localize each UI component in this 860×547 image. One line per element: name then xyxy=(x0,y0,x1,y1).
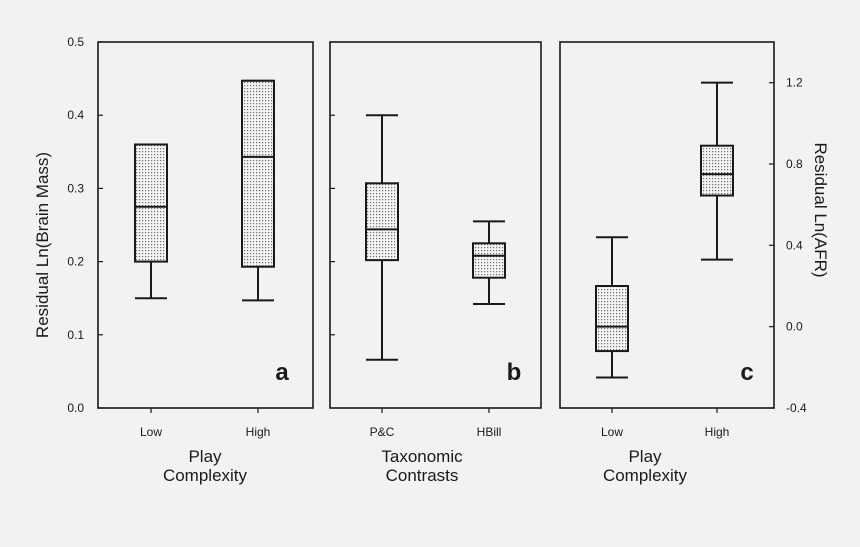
y-tick-label: 0.0 xyxy=(786,320,803,334)
iqr-box xyxy=(595,285,629,353)
x-axis-title: Contrasts xyxy=(386,466,459,485)
x-axis-title: Complexity xyxy=(163,466,248,485)
box-Low xyxy=(595,236,629,379)
y-axis-title: Residual Ln(Brain Mass) xyxy=(33,152,52,338)
panel-a: 0.0 0.1 0.2 0.3 0.4 0.5 Low High a PlayComplexity… xyxy=(33,35,314,485)
x-axis-title: Play xyxy=(628,447,662,466)
x-tick-label: Low xyxy=(601,425,623,439)
y-tick-label: 0.2 xyxy=(67,255,84,269)
y-tick-label: 0.4 xyxy=(786,238,803,252)
iqr-box xyxy=(365,182,399,262)
y-tick-label: 0.8 xyxy=(786,157,803,171)
box-P&C xyxy=(365,114,399,361)
y-tick-label: 0.3 xyxy=(67,181,84,195)
panel-letter: a xyxy=(275,359,289,386)
iqr-box xyxy=(241,79,275,268)
y-tick-label: 0.5 xyxy=(67,35,84,49)
y-tick-label: 0.1 xyxy=(67,328,84,342)
x-tick-label: High xyxy=(246,425,271,439)
y-tick-label: -0.4 xyxy=(786,401,807,415)
panel-letter: c xyxy=(740,359,753,386)
iqr-box xyxy=(134,143,168,263)
x-axis-title: Complexity xyxy=(603,466,688,485)
x-axis-title: Play xyxy=(188,447,222,466)
panel-frame xyxy=(97,41,314,409)
x-axis-title: Taxonomic xyxy=(381,447,463,466)
x-tick-label: Low xyxy=(140,425,162,439)
iqr-box xyxy=(472,242,506,279)
box-High xyxy=(700,81,734,261)
x-tick-label: HBill xyxy=(477,425,502,439)
x-tick-label: P&C xyxy=(370,425,395,439)
panel-frame xyxy=(559,41,775,409)
panel-frame xyxy=(329,41,542,409)
box-HBill xyxy=(472,220,506,306)
y-tick-label: 1.2 xyxy=(786,76,803,90)
panel-letter: b xyxy=(507,359,522,386)
y-tick-label: 0.0 xyxy=(67,401,84,415)
iqr-box xyxy=(700,144,734,197)
box-High xyxy=(241,79,275,302)
y-axis-title: Residual Ln(AFR) xyxy=(811,142,830,277)
x-tick-label: High xyxy=(705,425,730,439)
y-tick-label: 0.4 xyxy=(67,108,84,122)
box-Low xyxy=(134,143,168,300)
